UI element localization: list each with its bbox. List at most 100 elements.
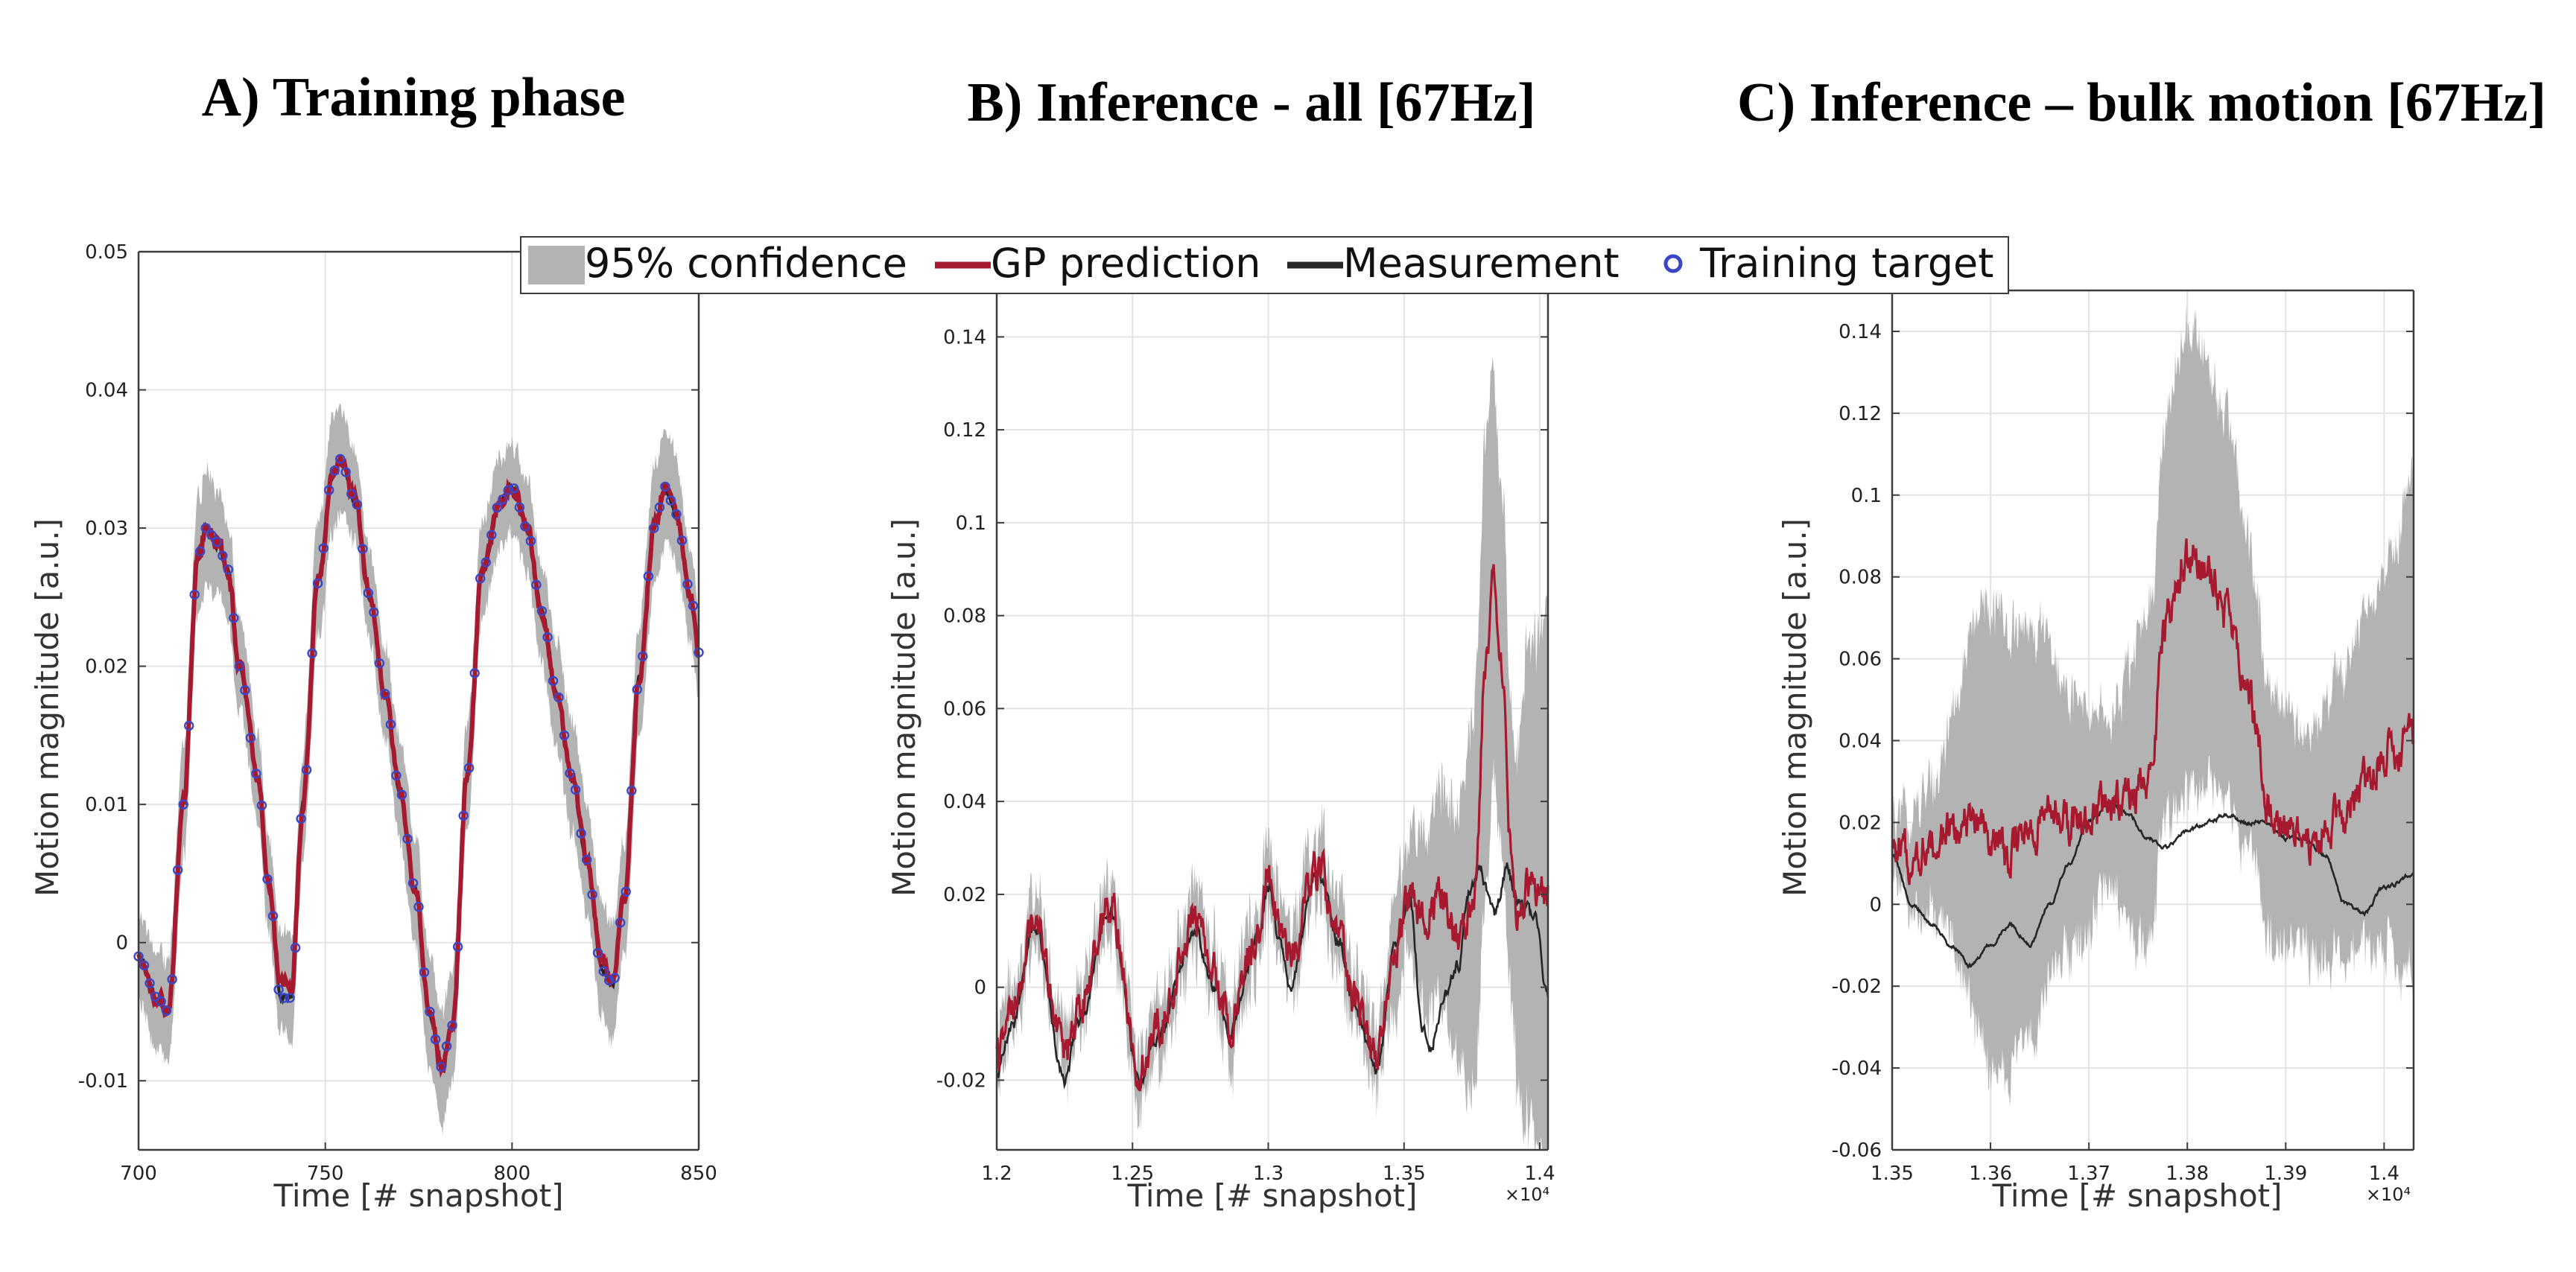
panel-b-y-tick-label-0: -0.02 [936, 1069, 986, 1092]
panel-b-x-tick-label-4: 1.4 [1524, 1163, 1555, 1185]
panel-b-y-label: Motion magnitude [a.u.] [886, 518, 922, 897]
panel-a-target-point-22 [256, 800, 267, 811]
panel-a-target-point-71 [531, 579, 542, 590]
panel-c-y-tick-label-2: -0.02 [1832, 976, 1882, 998]
panel-c-confidence-band [1892, 302, 2414, 1107]
panel-a-target-point-96 [671, 509, 682, 520]
panel-a-target-point-51 [419, 967, 430, 978]
panel-a-target-point-59 [464, 763, 475, 773]
panel-b-x-label: Time [# snapshot] [1126, 1177, 1417, 1214]
panel-a-y-tick-label-1: 0 [115, 932, 128, 955]
panel-b-prediction-line [995, 564, 1549, 1092]
panel-b-title: B) Inference - all [67Hz] [967, 72, 1535, 133]
panel-a-target-point-56 [447, 1020, 457, 1031]
panel-a-target-point-83 [598, 966, 609, 976]
panel-a-target-point-20 [245, 733, 256, 743]
panel-a-target-point-29 [296, 813, 306, 824]
legend-swatch-confidence [528, 246, 585, 284]
panel-a-target-point-90 [638, 651, 648, 661]
panel-b-prediction-path [995, 564, 1549, 1092]
panel-b-y-ticks: -0.02 0 0.02 0.04 0.06 0.08 0.1 0.12 0.14 [936, 326, 1548, 1092]
panel-c-y-tick-label-10: 0.14 [1839, 321, 1882, 343]
legend-label-prediction: GP prediction [991, 240, 1261, 287]
panel-a-target-point-86 [615, 918, 626, 928]
panel-a-target-point-42 [369, 607, 379, 617]
panel-a-target-point-19 [240, 685, 250, 696]
panel-a-target-point-24 [267, 911, 279, 921]
panel-b-y-tick-label-8: 0.14 [943, 326, 986, 349]
panel-c-measurement-path [1891, 799, 2415, 970]
panel-a-target-point-91 [643, 571, 653, 582]
panel-b-x-exponent: ×10⁴ [1505, 1184, 1549, 1205]
panel-a-target-point-3 [150, 991, 161, 1002]
panel-a-y-tick-label-6: 0.05 [85, 241, 128, 264]
panel-a-target-point-62 [480, 557, 491, 567]
panel-a-y-tick-label-5: 0.04 [85, 380, 128, 402]
panel-a-target-point-75 [553, 692, 564, 703]
panel-a-target-point-45 [385, 719, 396, 730]
panel-a-y-tick-label-2: 0.01 [85, 794, 128, 816]
panel-a-target-point-16 [223, 565, 233, 575]
legend-box [520, 236, 2009, 294]
panel-a-y-tick-label-3: 0.02 [85, 656, 128, 678]
panel-c-x-ticks: 1.35 1.36 1.37 1.38 1.39 1.4 [1871, 1142, 2399, 1185]
panel-a-target-point-4 [156, 996, 166, 1007]
panel-a-x-tick-label-1: 750 [307, 1163, 344, 1185]
panel-a-target-point-57 [452, 941, 463, 953]
panel-a-target-point-63 [486, 530, 497, 541]
panel-a-target-point-32 [312, 578, 323, 588]
panel-a-target-point-13 [206, 530, 217, 541]
panel-a-target-point-18 [234, 661, 245, 672]
panel-a-target-point-97 [676, 535, 688, 546]
panel-a-x-tick-label-0: 700 [120, 1163, 157, 1185]
panel-c-x-tick-label-3: 1.38 [2166, 1163, 2209, 1185]
panel-b-y-tick-label-6: 0.1 [956, 512, 986, 535]
panel-b-y-tick-label-7: 0.12 [943, 419, 986, 442]
panel-c-x-tick-label-1: 1.36 [1969, 1163, 2012, 1185]
panel-a-confidence-band [139, 403, 699, 1136]
panel-a-target-point-6 [167, 974, 177, 985]
panel-b-y-tick-label-1: 0 [974, 977, 986, 999]
panel-a-target-point-93 [654, 502, 665, 512]
panel-a-target-point-65 [498, 494, 508, 505]
panel-a-target-point-88 [626, 785, 637, 796]
panel-a-target-point-66 [503, 485, 513, 495]
panel-c-y-tick-label-7: 0.08 [1839, 567, 1882, 589]
panel-a-x-tick-label-3: 850 [680, 1163, 717, 1185]
panel-a-y-label: Motion magnitude [a.u.] [29, 518, 66, 897]
panel-c-x-exponent: ×10⁴ [2366, 1184, 2411, 1205]
panel-a-x-label: Time [# snapshot] [273, 1177, 563, 1214]
panel-c-x-tick-label-4: 1.39 [2264, 1163, 2307, 1185]
panel-c-x-tick-label-0: 1.35 [1871, 1163, 1914, 1185]
panel-a-target-point-39 [352, 499, 362, 510]
panel-c-confidence-area [1892, 302, 2414, 1107]
panel-a-target-point-98 [682, 579, 693, 590]
panel-c-x-label: Time [# snapshot] [1991, 1177, 2282, 1214]
legend-swatch-target [1663, 254, 1683, 273]
panel-b-y-tick-label-4: 0.06 [943, 698, 986, 720]
panel-a-target-point-37 [340, 467, 351, 477]
panel-a-target-point-10 [189, 589, 200, 600]
panel-a-target-point-48 [402, 833, 413, 845]
panel-a-target-point-52 [425, 1006, 435, 1017]
panel-a-target-point-70 [525, 535, 536, 547]
panel-a-confidence-area [139, 403, 699, 1136]
panel-a-target-point-81 [587, 889, 597, 900]
panel-a-target-point-30 [301, 765, 312, 775]
panel-a-target-point-78 [570, 784, 581, 795]
panel-b-x-ticks: 1.2 1.25 1.3 1.35 1.4 [981, 1142, 1555, 1185]
panel-a-target-point-58 [458, 810, 469, 821]
panel-a-target-point-35 [329, 465, 340, 476]
panel-a-target-point-41 [363, 588, 373, 598]
panel-a-target-point-40 [358, 544, 368, 554]
panel-b-confidence-area [997, 356, 1548, 1151]
panel-a-target-point-2 [145, 978, 155, 989]
panel-c-chart: -0.06 -0.04 -0.02 0 0.02 0.04 0.06 0.08 0.1 0.12 0… [1777, 289, 2415, 1214]
panel-a-training-targets [133, 454, 704, 1072]
panel-a-target-point-33 [318, 543, 329, 553]
panel-c-prediction-path [1891, 538, 2415, 885]
panel-a-target-point-61 [475, 573, 486, 584]
panel-c-y-label: Motion magnitude [a.u.] [1777, 518, 1813, 897]
panel-c-y-ticks: -0.06 -0.04 -0.02 0 0.02 0.04 0.06 0.08 0.1 0.12 0… [1832, 321, 2414, 1162]
